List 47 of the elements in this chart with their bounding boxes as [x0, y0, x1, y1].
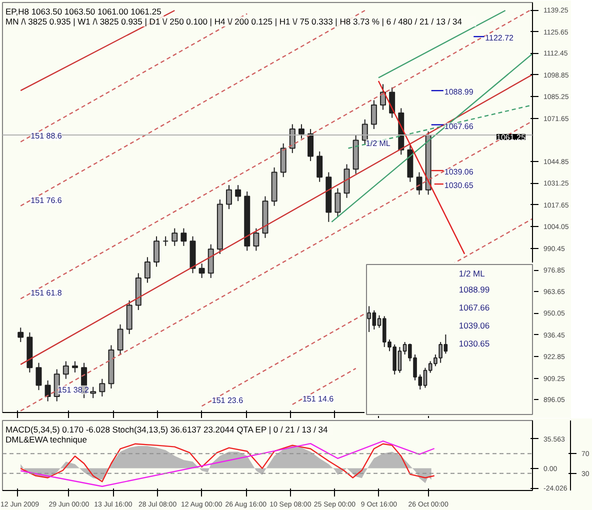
- candlestick: [253, 228, 260, 252]
- candlestick: [316, 150, 323, 182]
- candlestick: [154, 236, 160, 268]
- candlestick: [308, 128, 314, 162]
- annotation: DML&EWA technique: [6, 434, 88, 444]
- annotation: 151 38.2: [58, 385, 90, 394]
- annotation: 1122.72: [485, 34, 514, 43]
- candlestick: [389, 86, 396, 118]
- annotation: 1067.66: [444, 122, 474, 131]
- candlestick: [117, 324, 124, 356]
- candlestick: [289, 124, 296, 154]
- annotation: 151 76.6: [30, 196, 62, 205]
- annotation: 1/2 ML: [458, 268, 486, 278]
- annotation: 151 61.8: [30, 288, 62, 298]
- annotation: 1030.65: [458, 338, 490, 348]
- annotation: 1039.06: [458, 320, 490, 330]
- annotation: 1039.06: [444, 168, 474, 177]
- candlestick: [370, 100, 377, 130]
- candlestick: [180, 228, 187, 246]
- candlestick: [172, 228, 178, 246]
- annotation: 1/2 ML: [366, 139, 391, 148]
- candlestick: [334, 188, 341, 218]
- candlestick: [62, 360, 69, 380]
- candlestick: [226, 184, 232, 210]
- candlestick: [162, 236, 169, 246]
- annotation: 1030.65: [444, 181, 474, 190]
- candlestick: [90, 386, 96, 399]
- annotation: 151 14.6: [302, 394, 334, 404]
- annotation: 1067.66: [458, 302, 490, 312]
- annotation: EP,H8 1063.50 1063.50 1061.00 1061.25: [6, 6, 162, 16]
- candlestick: [99, 378, 106, 397]
- candlestick: [72, 360, 78, 373]
- candlestick: [36, 362, 42, 391]
- candlestick: [235, 184, 242, 202]
- candlestick: [362, 118, 368, 146]
- annotation: 151 23.6: [212, 396, 244, 405]
- candlestick: [18, 327, 24, 343]
- candlestick: [44, 380, 51, 402]
- ref-line-label: 1061.25: [496, 133, 526, 142]
- annotation: 151 88.6: [30, 132, 62, 141]
- candlestick: [144, 256, 150, 284]
- annotation: MACD(5,34,5) 0.170 -6.028 Stoch(34,13,5) 36.6137 23.2044 QTA EP | 0 / 21 / 13 / 34: [6, 424, 328, 434]
- candlestick: [298, 124, 304, 140]
- candlestick: [198, 263, 205, 278]
- annotation: 1088.99: [458, 284, 490, 294]
- annotation: MN /\ 3825 0.935 | W1 /\ 3825 0.935 | D1 \/ 250 0.100 | H4 \/ 200 0.125 | H1 \/ 75 0.333 | H8 3.73 % | 6 / 480 / 21 / 13 / 34: [6, 16, 462, 26]
- annotation: 1088.99: [444, 88, 474, 97]
